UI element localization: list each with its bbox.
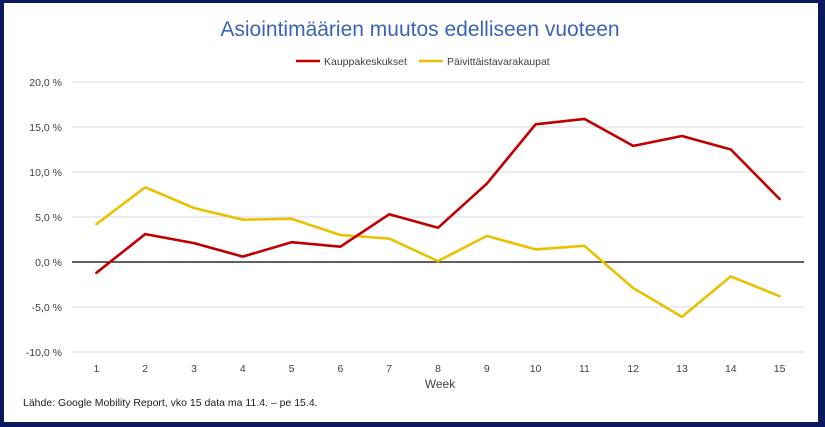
legend-label: Kauppakeskukset: [324, 56, 407, 68]
x-tick-label: 12: [627, 363, 639, 375]
legend: Kauppakeskukset Päivittäistavarakaupat: [296, 56, 550, 68]
x-tick-label: 15: [774, 363, 786, 375]
chart-frame: Asiointimäärien muutos edelliseen vuotee…: [4, 3, 818, 422]
y-tick-label: 0,0 %: [35, 257, 62, 269]
x-tick-label: 8: [435, 363, 441, 375]
x-axis-ticks: 1 2 3 4 5 6 7 8 9 10 11 12 13 14 15: [93, 363, 785, 375]
x-tick-label: 4: [240, 363, 246, 375]
x-tick-label: 10: [530, 363, 542, 375]
y-axis-ticks: 20,0 % 15,0 % 10,0 % 5,0 % 0,0 % -5,0 % -10,0 …: [26, 77, 62, 359]
x-tick-label: 13: [676, 363, 688, 375]
source-note: Lähde: Google Mobility Report, vko 15 da…: [23, 397, 318, 409]
series-line: [95, 117, 781, 275]
line-chart: Asiointimäärien muutos edelliseen vuotee…: [23, 18, 804, 409]
gridlines: [72, 81, 804, 353]
x-tick-label: 11: [579, 363, 590, 375]
y-tick-label: 20,0 %: [29, 77, 62, 89]
series-lines: [95, 117, 781, 319]
x-tick-label: 1: [93, 363, 99, 375]
y-tick-label: 15,0 %: [29, 122, 62, 134]
chart-title: Asiointimäärien muutos edelliseen vuotee…: [220, 18, 619, 41]
series-line: [95, 186, 781, 319]
legend-label: Päivittäistavarakaupat: [447, 56, 550, 68]
y-tick-label: 10,0 %: [29, 167, 62, 179]
x-tick-label: 5: [289, 363, 295, 375]
x-tick-label: 14: [725, 363, 737, 375]
x-tick-label: 6: [337, 363, 343, 375]
x-tick-label: 2: [142, 363, 148, 375]
x-tick-label: 9: [484, 363, 490, 375]
x-tick-label: 7: [386, 363, 392, 375]
y-tick-label: -10,0 %: [26, 347, 62, 359]
y-tick-label: 5,0 %: [35, 212, 62, 224]
y-tick-label: -5,0 %: [32, 302, 62, 314]
x-axis-label: Week: [425, 377, 456, 391]
x-tick-label: 3: [191, 363, 197, 375]
